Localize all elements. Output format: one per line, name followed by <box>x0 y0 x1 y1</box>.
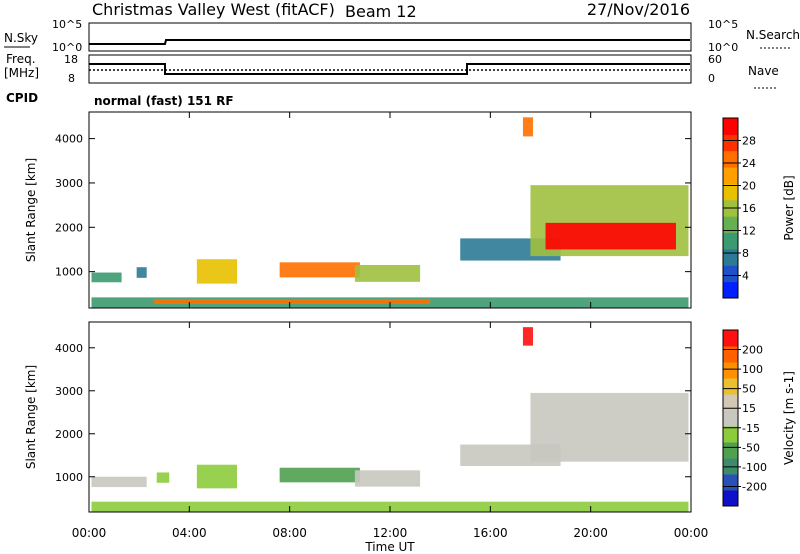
nsky-tick-bottom: 10^0 <box>52 41 82 54</box>
x-tick-label: 20:00 <box>573 526 608 540</box>
y-axis-label: Slant Range [km] <box>24 365 38 469</box>
nave-tick-top: 60 <box>708 53 722 66</box>
colorbar-swatch <box>723 426 738 443</box>
power-echo-region <box>196 259 237 284</box>
colorbar-tick-label: 200 <box>742 344 763 357</box>
colorbar-label: Velocity [m s-1] <box>782 371 796 465</box>
power-chart: 4000 3000 2000 1000 Slant Range [km] 28 24 20 16… <box>24 111 796 309</box>
velocity-echo-region <box>196 464 237 489</box>
freq-label-1: Freq. <box>6 52 36 66</box>
x-tick-label: 00:00 <box>674 526 709 540</box>
colorbar-frame <box>722 329 739 507</box>
colorbar-tick-label: 100 <box>742 363 763 376</box>
colorbar-swatch <box>723 183 738 201</box>
velocity-echo-region <box>91 476 147 488</box>
y-tick-label: 2000 <box>55 428 83 441</box>
time-axis: 00:00 04:00 08:00 12:00 16:00 20:00 00:00 <box>72 526 709 540</box>
freq-tick-bottom: 8 <box>68 72 75 85</box>
colorbar-swatch <box>723 118 738 135</box>
nsky-trace <box>89 39 690 45</box>
colorbar-tick-label: 12 <box>742 225 756 238</box>
nave-tick-bottom: 0 <box>708 72 715 85</box>
xaxis-label: Time UT <box>364 540 415 554</box>
velocity-echo-region <box>354 470 421 487</box>
colorbar-tick-label: 50 <box>742 383 756 396</box>
power-echo-region <box>279 262 360 278</box>
colorbar-swatch <box>723 474 738 491</box>
x-tick-label: 04:00 <box>172 526 207 540</box>
date-label: 27/Nov/2016 <box>587 0 690 19</box>
colorbar-swatch <box>723 265 738 283</box>
velocity-echo-region <box>156 472 170 483</box>
velocity-echo-region <box>522 327 533 346</box>
colorbar-swatch <box>723 216 738 234</box>
y-tick-label: 1000 <box>55 471 83 484</box>
colorbar-tick-label: -100 <box>742 461 767 474</box>
colorbar-swatch <box>723 458 738 475</box>
colorbar-swatch <box>723 394 738 411</box>
colorbar-tick-label: -200 <box>742 480 767 493</box>
colorbar-tick-label: 20 <box>742 180 756 193</box>
y-tick-label: 1000 <box>55 266 83 279</box>
nsky-label: N.Sky <box>4 31 38 45</box>
y-axis-label: Slant Range [km] <box>24 158 38 262</box>
colorbar-swatch <box>723 378 738 395</box>
colorbar-swatch <box>723 346 738 363</box>
cpid-label: CPID <box>6 91 38 105</box>
colorbar-swatch <box>723 330 738 347</box>
colorbar-swatch <box>723 410 738 427</box>
power-echo-region <box>154 299 431 305</box>
colorbar-swatch <box>723 167 738 184</box>
colorbar-swatch <box>723 150 738 168</box>
y-tick-label: 3000 <box>55 177 83 190</box>
y-tick-label: 4000 <box>55 342 83 355</box>
colorbar-swatch <box>723 248 738 266</box>
power-echo-region <box>136 267 147 278</box>
x-tick-label: 12:00 <box>373 526 408 540</box>
colorbar-tick-label: -50 <box>742 441 760 454</box>
freq-label-2: [MHz] <box>4 66 39 80</box>
colorbar-tick-label: 15 <box>742 402 756 415</box>
colorbar-tick-label: 8 <box>742 247 749 260</box>
freq-tick-top: 18 <box>64 53 78 66</box>
colorbar-tick-label: 4 <box>742 270 749 283</box>
colorbar-swatch <box>723 442 738 459</box>
colorbar-tick-label: -15 <box>742 422 760 435</box>
velocity-chart: 4000 3000 2000 1000 Slant Range [km] 200 100 50… <box>24 321 796 513</box>
velocity-echo-region <box>530 392 689 462</box>
power-echo-region <box>91 272 122 283</box>
colorbar-tick-label: 24 <box>742 157 756 170</box>
colorbar-tick-label: 16 <box>742 202 756 215</box>
power-echo-region <box>522 117 533 137</box>
nsearch-tick-bottom: 10^0 <box>708 41 738 54</box>
nave-label: Nave <box>748 64 779 78</box>
x-tick-label: 16:00 <box>473 526 508 540</box>
power-echo-region <box>545 222 676 250</box>
y-tick-label: 3000 <box>55 385 83 398</box>
nsearch-label: N.Search <box>746 28 800 42</box>
station-title: Christmas Valley West (fitACF) <box>92 0 335 19</box>
colorbar-swatch <box>723 490 738 507</box>
beam-label: Beam 12 <box>345 2 417 21</box>
colorbar-tick-label: 28 <box>742 135 756 148</box>
power-echo-region <box>354 264 421 282</box>
cpid-value: normal (fast) 151 RF <box>94 94 234 108</box>
nsearch-tick-top: 10^5 <box>708 18 738 31</box>
velocity-echo-region <box>279 467 360 483</box>
x-tick-label: 08:00 <box>272 526 307 540</box>
colorbar-swatch <box>723 362 738 379</box>
nsky-panel: N.Sky 10^5 10^0 10^5 10^0 N.Search <box>4 18 800 54</box>
colorbar-swatch <box>723 281 738 299</box>
y-tick-label: 2000 <box>55 221 83 234</box>
freq-panel: Freq. [MHz] 18 8 60 0 Nave <box>4 52 779 89</box>
y-tick-label: 4000 <box>55 133 83 146</box>
freq-trace <box>89 63 690 75</box>
nsky-tick-top: 10^5 <box>52 18 82 31</box>
colorbar-swatch <box>723 134 738 152</box>
colorbar-swatch <box>723 232 738 250</box>
colorbar-label: Power [dB] <box>782 175 796 240</box>
x-tick-label: 00:00 <box>72 526 107 540</box>
